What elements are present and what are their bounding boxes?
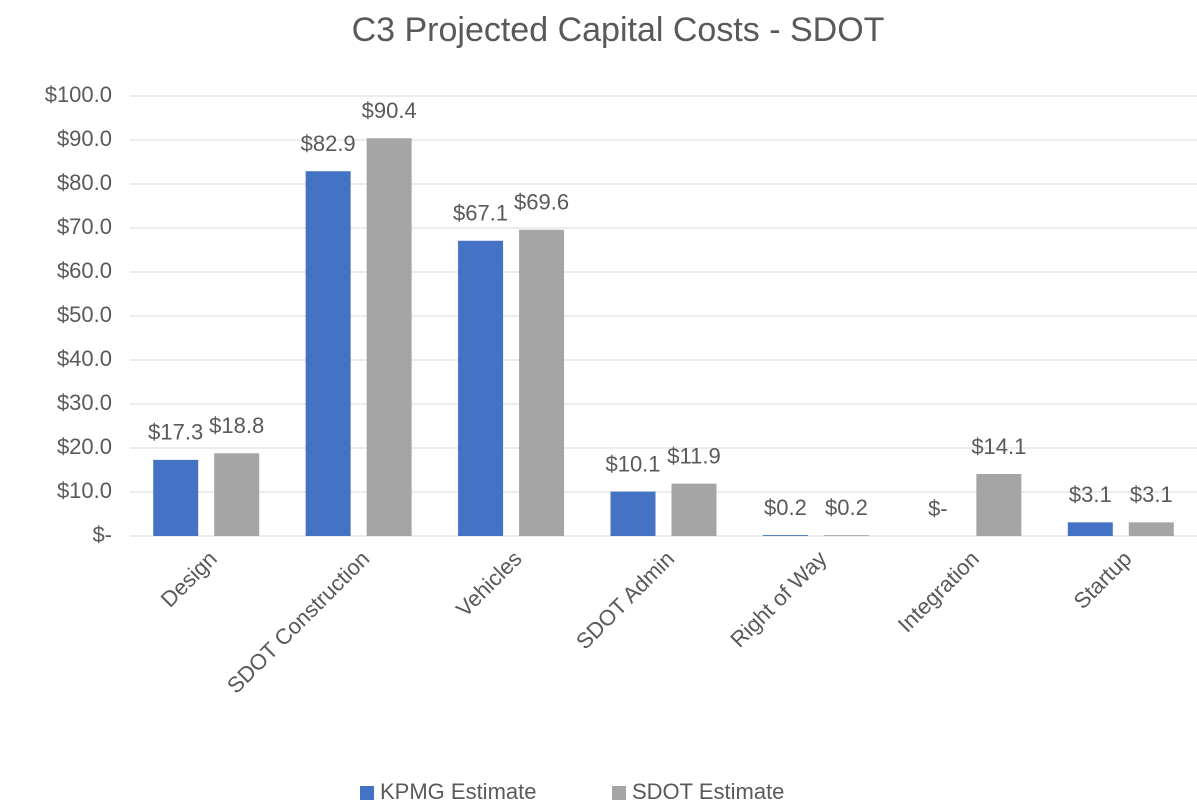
bar (366, 138, 412, 537)
data-label: $11.9 (667, 443, 720, 468)
bar (214, 453, 260, 536)
data-label: $67.1 (453, 201, 508, 226)
data-label: $69.6 (514, 190, 569, 215)
bar (305, 171, 351, 537)
bar (823, 535, 869, 536)
bar (519, 229, 565, 536)
y-tick-label: $20.0 (57, 434, 112, 459)
bar (458, 240, 504, 536)
y-tick-label: $- (92, 522, 112, 547)
data-label: $90.4 (362, 98, 417, 123)
data-label: $17.3 (148, 420, 203, 445)
bar (1067, 522, 1113, 536)
data-label: $0.2 (764, 495, 807, 520)
data-label: $14.1 (971, 434, 1026, 459)
legend-label: KPMG Estimate (380, 779, 536, 804)
y-tick-label: $70.0 (57, 214, 112, 239)
bar (671, 483, 717, 536)
y-tick-label: $30.0 (57, 390, 112, 415)
data-label: $10.1 (605, 451, 660, 476)
data-label: $82.9 (301, 131, 356, 156)
y-tick-label: $60.0 (57, 258, 112, 283)
legend-swatch (360, 786, 374, 800)
legend-label: SDOT Estimate (632, 779, 784, 804)
bar (610, 491, 656, 536)
data-label: $18.8 (209, 413, 264, 438)
chart-title: C3 Projected Capital Costs - SDOT (352, 11, 885, 49)
data-label: $- (928, 496, 948, 521)
data-label: $0.2 (825, 495, 868, 520)
bar (762, 535, 808, 536)
data-label: $3.1 (1130, 482, 1173, 507)
bar (976, 473, 1022, 536)
y-tick-label: $50.0 (57, 302, 112, 327)
y-tick-label: $10.0 (57, 478, 112, 503)
y-tick-label: $80.0 (57, 170, 112, 195)
y-tick-label: $90.0 (57, 126, 112, 151)
bar (153, 459, 199, 536)
legend-swatch (612, 786, 626, 800)
bar (1128, 522, 1174, 536)
data-label: $3.1 (1069, 482, 1112, 507)
y-tick-label: $40.0 (57, 346, 112, 371)
y-tick-label: $100.0 (45, 82, 112, 107)
